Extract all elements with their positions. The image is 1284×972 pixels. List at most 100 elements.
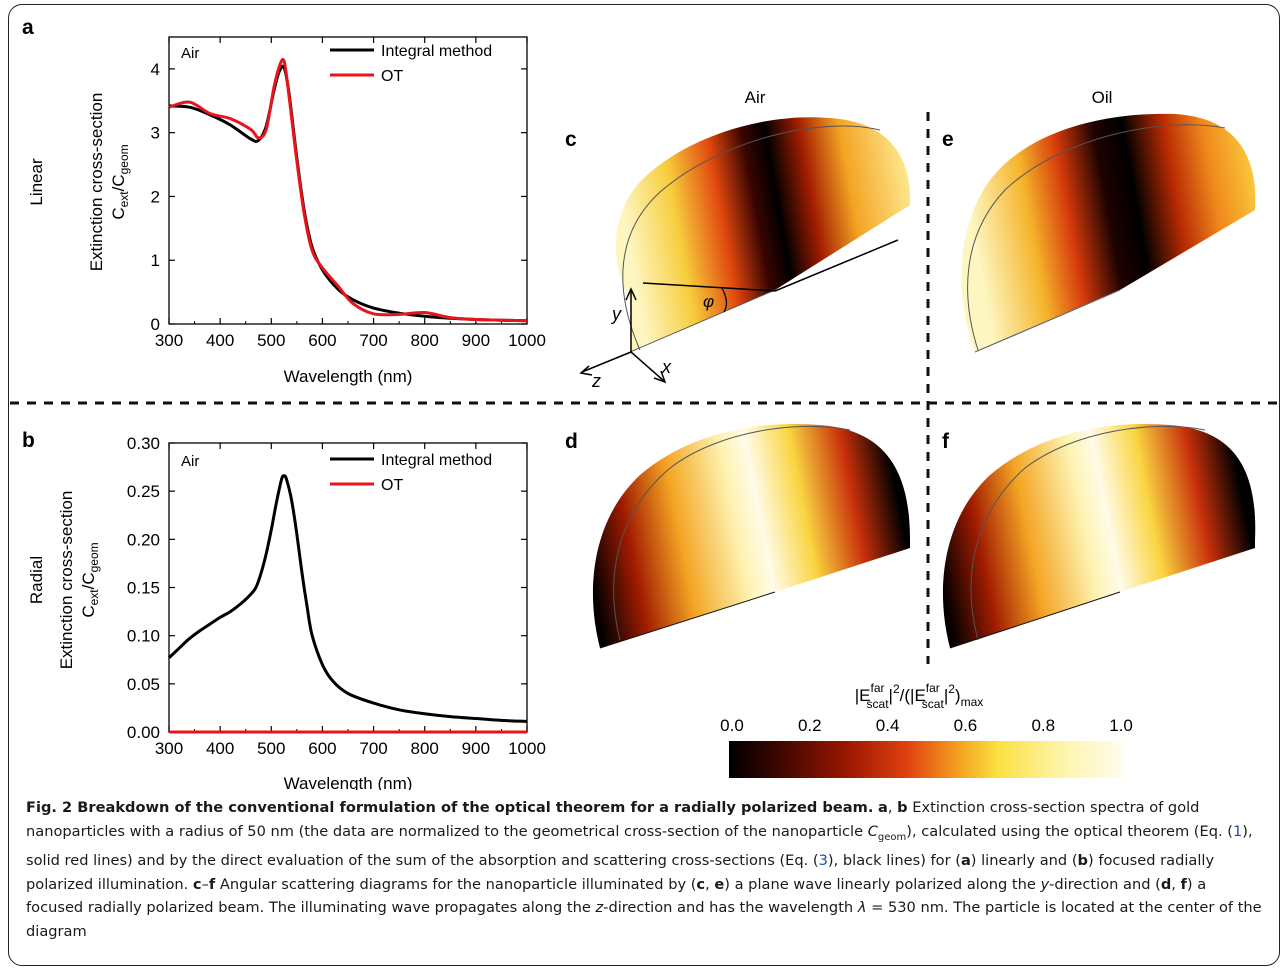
x-tick-label-b-1: 400	[206, 739, 234, 758]
scattering-diagram-f	[942, 423, 1256, 649]
x-label-b: Wavelength (nm)	[284, 774, 413, 790]
caption-text: ,	[1171, 875, 1181, 893]
phi-arc-c	[721, 287, 728, 313]
caption-cgeom: C	[867, 822, 878, 840]
base-edge-c	[629, 289, 776, 353]
scattering-diagram-c: φ y x z	[579, 117, 911, 391]
lobe-c	[615, 117, 911, 352]
chart-b: 300 400 500 600 700 800 900 1000 0.00 0.05 0.10 0.1…	[127, 434, 546, 790]
x-tick-label-a-1: 400	[206, 331, 234, 350]
arc-c	[622, 125, 881, 351]
series-line-a-integral-method	[168, 64, 528, 323]
legend-label-integral-b: Integral method	[381, 452, 492, 469]
panel-letter-f: f	[942, 430, 950, 453]
lobe-f	[942, 423, 1256, 648]
base-edge-e	[974, 289, 1121, 353]
x-tick-label-b-5: 800	[411, 739, 439, 758]
y-label-a-line2: Cext/Cgeom	[109, 144, 131, 219]
caption-text: ) focused radially polarized illuminatio…	[26, 852, 1215, 893]
colorbar-gradient	[729, 741, 1124, 778]
y-arrow-head	[625, 287, 637, 301]
caption-lambda: λ	[857, 899, 867, 917]
x-tick-label-a-4: 700	[359, 331, 387, 350]
phi-label: φ	[703, 292, 714, 311]
caption-text: Extinction cross-section spectra of gold…	[26, 799, 1200, 840]
caption-y: y	[1040, 875, 1050, 893]
caption-text: ), solid red lines) and by the direct ev…	[26, 822, 1253, 870]
x-tick-label-a-7: 1000	[508, 331, 546, 350]
colorbar-tick-label-4: 0.8	[1031, 716, 1055, 735]
caption-z: z	[595, 899, 604, 917]
panel-letter-b: b	[22, 429, 35, 452]
arc-d	[613, 425, 851, 641]
x-tick-label-a-3: 600	[308, 331, 336, 350]
y-tick-label-a-1: 1	[151, 251, 160, 270]
x-tick-label-b-4: 700	[359, 739, 387, 758]
x-axis-arrow	[630, 351, 665, 382]
x-tick-label-a-2: 500	[257, 331, 285, 350]
x-label-a: Wavelength (nm)	[284, 367, 413, 386]
lobe-d	[592, 423, 910, 648]
caption-text: ), black lines) for (	[827, 852, 961, 870]
scattering-diagram-e	[961, 113, 1256, 353]
arc-e	[967, 124, 1226, 351]
caption-ref-a: a	[878, 799, 888, 816]
caption-ref-f: f	[208, 875, 216, 893]
y-tick-label-b-2: 0.10	[127, 627, 160, 646]
caption-ref-c: c	[696, 875, 706, 893]
x-tick-label-b-6: 900	[462, 739, 490, 758]
y-tick-label-a-2: 2	[151, 187, 160, 206]
caption-cgeom-sub: geom	[877, 831, 907, 843]
y-axis-label-a: Extinction cross-section Cext/Cgeom	[87, 93, 131, 272]
medium-label-a: Air	[181, 45, 199, 62]
figure-graphics: a b c d e f Linear Radial Extinction cro…	[10, 16, 1280, 790]
caption-text: ) linearly and (	[970, 852, 1078, 870]
y-tick-label-a-4: 4	[151, 60, 160, 79]
y-tick-label-b-5: 0.25	[127, 482, 160, 501]
colorbar: |Efar scat|2/(|Efar scat|2)max 0.0 0.2 0.4 0.…	[720, 681, 1133, 778]
caption-text: -direction and (	[1049, 875, 1161, 893]
x-tick-label-b-7: 1000	[508, 739, 546, 758]
x-tick-label-b-2: 500	[257, 739, 285, 758]
colorbar-tick-label-1: 0.2	[798, 716, 822, 735]
colorbar-tick-label-2: 0.4	[876, 716, 900, 735]
figure-caption: Fig. 2 Breakdown of the conventional for…	[26, 796, 1266, 943]
z-arrow-head	[579, 365, 593, 376]
panel-letter-e: e	[942, 128, 954, 151]
base-edge-d	[599, 591, 776, 649]
row-label-linear: Linear	[27, 158, 46, 206]
colorbar-tick-label-5: 1.0	[1109, 716, 1133, 735]
phi-line-c	[642, 282, 776, 292]
colorbar-tick-label-3: 0.6	[954, 716, 978, 735]
column-title-oil: Oil	[1092, 88, 1113, 107]
y-tick-label-a-3: 3	[151, 124, 160, 143]
y-tick-label-b-3: 0.15	[127, 579, 160, 598]
y-tick-label-a-0: 0	[151, 315, 160, 334]
legend-label-integral-a: Integral method	[381, 43, 492, 60]
caption-ref-e: e	[714, 875, 725, 893]
x-axis-line-c	[774, 239, 899, 292]
caption-eq-link-1[interactable]: 1	[1232, 822, 1243, 840]
caption-text: –	[201, 875, 209, 893]
x-tick-label-b-3: 600	[308, 739, 336, 758]
caption-ref-c: c	[192, 875, 202, 893]
colorbar-label: |Efar scat|2/(|Efar scat|2)max	[855, 681, 984, 711]
legend-label-ot-a: OT	[381, 68, 403, 85]
x-tick-label-a-0: 300	[155, 331, 183, 350]
caption-text: ) a focused radially polarized beam. The…	[26, 875, 1207, 917]
caption-text: Angular scattering diagrams for the nano…	[215, 875, 697, 893]
x-arrow-head	[653, 370, 667, 384]
figure-frame	[8, 4, 1280, 966]
x-tick-label-a-6: 900	[462, 331, 490, 350]
chart-a: 300 400 500 600 700 800 900 1000 0 1 2 3 4 Air Integ…	[151, 36, 546, 386]
caption-ref-b: b	[897, 799, 908, 816]
lobe-e	[961, 113, 1256, 352]
caption-eq-link-3[interactable]: 3	[818, 852, 828, 870]
y-tick-label-b-1: 0.05	[127, 675, 160, 694]
panel-letter-a: a	[22, 16, 34, 39]
y-label-a-line1: Extinction cross-section	[87, 93, 106, 272]
y-tick-label-b-0: 0.00	[127, 723, 160, 742]
panel-letter-d: d	[565, 430, 578, 453]
caption-ref-f: f	[1180, 875, 1187, 893]
